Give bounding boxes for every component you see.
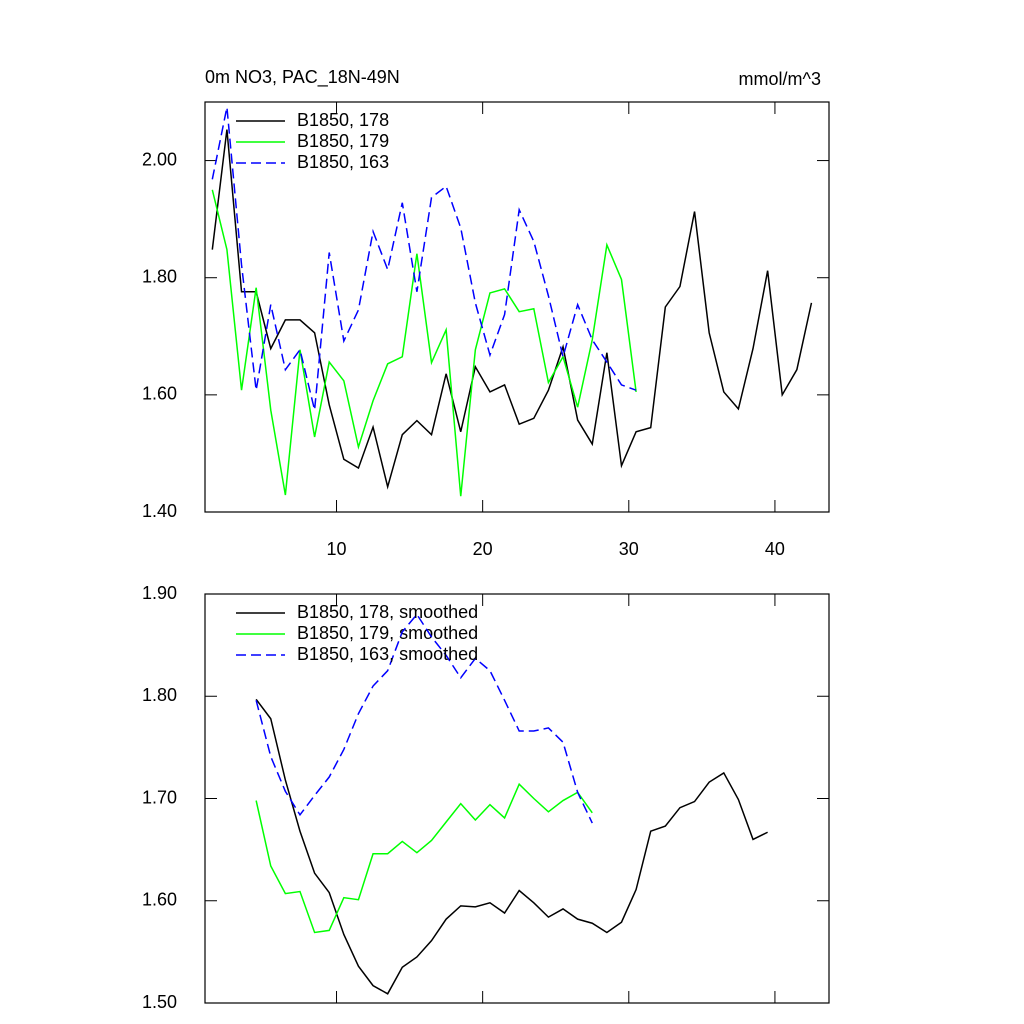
- data-line: [211, 107, 637, 411]
- y-tick-label: 1.60: [142, 384, 177, 404]
- data-line: [211, 129, 813, 490]
- chart-title: 0m NO3, PAC_18N-49N: [205, 67, 400, 88]
- plot-frame: [204, 101, 830, 513]
- x-tick-label: 20: [473, 539, 493, 559]
- y-tick-label: 1.50: [142, 992, 177, 1012]
- y-tick-label: 1.80: [142, 266, 177, 286]
- legend-label: B1850, 178: [297, 110, 389, 130]
- x-tick-label: 10: [327, 539, 347, 559]
- data-line: [211, 189, 637, 497]
- y-tick-label: 1.40: [142, 501, 177, 521]
- units-label: mmol/m^3: [739, 69, 821, 89]
- legend-label: B1850, 163: [297, 152, 389, 172]
- x-tick-label: 40: [765, 539, 785, 559]
- y-tick-label: 2.00: [142, 149, 177, 169]
- x-tick-label: 30: [619, 539, 639, 559]
- data-line: [255, 782, 593, 934]
- legend-label: B1850, 163, smoothed: [297, 644, 478, 664]
- legend-label: B1850, 179, smoothed: [297, 623, 478, 643]
- y-tick-label: 1.90: [142, 583, 177, 603]
- legend-label: B1850, 178, smoothed: [297, 602, 478, 622]
- data-line: [255, 613, 593, 824]
- data-line: [255, 698, 768, 995]
- y-tick-label: 1.80: [142, 685, 177, 705]
- legend-label: B1850, 179: [297, 131, 389, 151]
- y-tick-label: 1.60: [142, 890, 177, 910]
- y-tick-label: 1.70: [142, 787, 177, 807]
